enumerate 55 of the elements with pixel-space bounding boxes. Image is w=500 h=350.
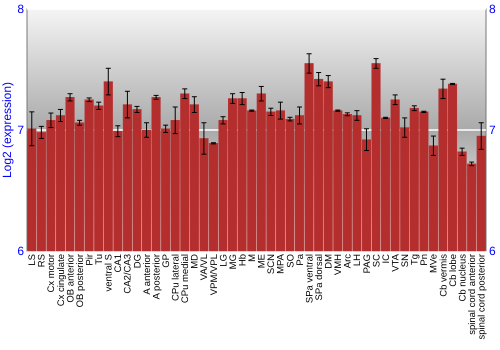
x-tick-label: Cx cingulate [56,254,67,306]
x-tick-label: Pa [294,253,306,266]
x-tick-label: Cx motor [46,254,58,293]
x-tick-label: SC [371,254,382,268]
x-tick-label: MD [190,254,201,269]
x-tick-label: ME [256,254,268,268]
x-tick-label: RS [36,254,48,268]
x-tick-label: spinal cord posterior [476,254,488,340]
x-tick-label: SN [400,254,412,268]
x-tick-label: DG [132,254,144,268]
x-tick-label: Tu [94,254,106,265]
x-tick-label: Cb lobe [448,254,459,287]
x-tick-label: LH [352,254,364,266]
x-tick-label: Tg [410,254,421,266]
x-tick-label: Hb [237,254,248,266]
x-tick-label: Pir [84,254,96,266]
y-tick-label: 7 [17,123,24,138]
x-tick-label: spinal cord anterior [466,254,478,335]
x-tick-label: DM [324,254,335,269]
x-tick-label: CPu lateral [170,254,182,301]
x-tick-label: A posterior [151,254,162,300]
y-tick-label: 8 [17,2,24,16]
x-tick-label: SPa ventral [304,254,316,304]
x-tick-label: Pn [419,254,430,266]
x-tick-label: CPu medial [180,254,192,304]
x-tick-label: A anterior [142,254,153,295]
x-tick-label: VTA [390,253,402,272]
y2-tick-label: 8 [489,2,496,16]
x-tick-label: LG [218,254,230,267]
x-tick-label: VMH [333,254,344,276]
x-tick-label: MG [228,254,239,270]
x-tick-label: OB anterior [65,254,76,303]
x-tick-label: MPA [276,253,287,274]
y-axis-title: Log2 (expression) [0,82,14,178]
y-tick-label: 6 [17,244,24,258]
x-tick-label: GP [160,254,172,268]
y2-tick-label: 7 [489,123,496,138]
x-tick-label: M [247,254,258,262]
x-tick-label: VPM/VPL [208,254,220,296]
y2-tick-label: 6 [489,244,496,258]
x-tick-label: SO [285,254,296,268]
x-tick-label: CA1 [113,254,124,272]
x-tick-label: CA2/CA3 [122,254,134,294]
x-tick-label: Cb vermis [438,254,450,297]
x-tick-label: Arc [342,254,354,268]
x-tick-label: OB posterior [74,254,86,308]
x-tick-label: VA/VL [199,254,210,280]
x-tick-label: PAG [362,254,373,274]
x-tick-label: SPa dorsal [314,254,325,300]
x-tick-label: ventral S [104,254,115,292]
x-tick-label: MVe [428,254,440,274]
x-tick-label: Cb nucleus [457,254,468,302]
x-tick-label: LS [27,254,38,266]
x-tick-label: IC [380,254,392,264]
x-tick-label: SCN [266,254,278,274]
